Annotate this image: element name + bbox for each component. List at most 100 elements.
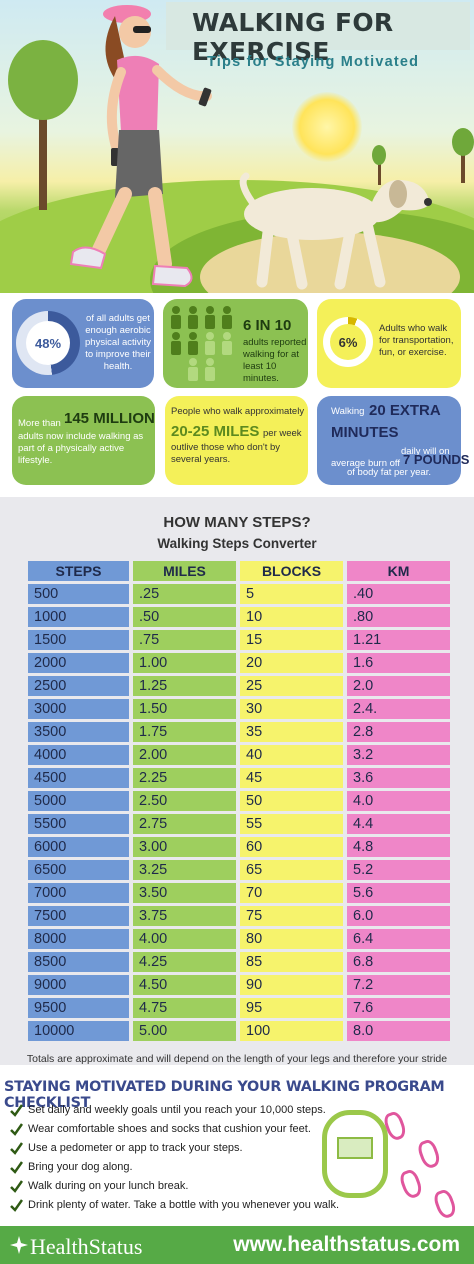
stat-text: adults reported walking for at least 10 … <box>243 337 307 384</box>
stat-post: of body fat per year. <box>347 467 431 478</box>
table-cell-miles: .50 <box>133 607 236 627</box>
table-cell-km: 4.8 <box>347 837 450 857</box>
table-cell-steps: 9500 <box>28 998 129 1018</box>
table-cell-km: 4.0 <box>347 791 450 811</box>
table-cell-miles: 3.00 <box>133 837 236 857</box>
table-cell-steps: 2000 <box>28 653 129 673</box>
stat-tile-20-25-miles: People who walk approximately 20-25 MILE… <box>165 396 308 485</box>
table-cell-miles: 1.50 <box>133 699 236 719</box>
checkmark-icon <box>10 1122 23 1136</box>
table-cell-blocks: 55 <box>240 814 343 834</box>
table-cell-miles: 2.75 <box>133 814 236 834</box>
column-header-steps: STEPS <box>28 561 129 581</box>
table-cell-miles: 4.50 <box>133 975 236 995</box>
table-cell-miles: 3.50 <box>133 883 236 903</box>
tree-icon <box>8 40 78 210</box>
table-cell-blocks: 70 <box>240 883 343 903</box>
table-cell-steps: 6000 <box>28 837 129 857</box>
table-cell-steps: 2500 <box>28 676 129 696</box>
table-cell-km: 5.6 <box>347 883 450 903</box>
table-cell-blocks: 30 <box>240 699 343 719</box>
stat-value: 6 IN 10 <box>243 317 292 334</box>
column-header-km: KM <box>347 561 450 581</box>
stat-mid: daily will on average burn off <box>331 446 450 469</box>
table-cell-steps: 5500 <box>28 814 129 834</box>
footer: HealthStatus www.healthstatus.com <box>0 1226 474 1264</box>
table-cell-km: 1.6 <box>347 653 450 673</box>
table-cell-km: 8.0 <box>347 1021 450 1041</box>
stat-text: outlive those who don't by several years… <box>171 442 281 465</box>
table-cell-miles: 1.25 <box>133 676 236 696</box>
column-header-blocks: BLOCKS <box>240 561 343 581</box>
table-cell-steps: 6500 <box>28 860 129 880</box>
table-cell-km: 2.0 <box>347 676 450 696</box>
table-cell-steps: 7000 <box>28 883 129 903</box>
page-subtitle: Tips for Staying Motivated <box>207 54 420 70</box>
checklist-title: STAYING MOTIVATED DURING YOUR WALKING PR… <box>4 1079 445 1111</box>
donut-chart-48: 48% <box>16 311 80 375</box>
table-cell-steps: 1500 <box>28 630 129 650</box>
table-cell-km: 6.4 <box>347 929 450 949</box>
table-cell-km: 5.2 <box>347 860 450 880</box>
table-cell-miles: 3.25 <box>133 860 236 880</box>
table-cell-miles: 1.75 <box>133 722 236 742</box>
stat-pre: More than <box>18 418 61 429</box>
table-cell-miles: .75 <box>133 630 236 650</box>
stat-value: 145 MILLION <box>64 410 155 427</box>
tree-icon <box>452 128 474 183</box>
converter-note: Totals are approximate and will depend o… <box>26 1053 448 1065</box>
table-cell-miles: 4.75 <box>133 998 236 1018</box>
table-cell-km: 3.2 <box>347 745 450 765</box>
footer-url[interactable]: www.healthstatus.com <box>233 1233 460 1256</box>
checklist-item: Walk during on your lunch break. <box>10 1178 188 1194</box>
table-cell-blocks: 80 <box>240 929 343 949</box>
table-cell-blocks: 10 <box>240 607 343 627</box>
table-cell-km: 6.8 <box>347 952 450 972</box>
footprint-icon <box>415 1137 443 1171</box>
table-cell-km: .40 <box>347 584 450 604</box>
checkmark-icon <box>10 1179 23 1193</box>
footer-logo: HealthStatus <box>30 1234 143 1259</box>
pedometer-icon <box>322 1110 388 1198</box>
table-cell-km: 2.8 <box>347 722 450 742</box>
stat-tile-adults-aerobic: 48% of all adults get enough aerobic phy… <box>12 299 154 388</box>
table-cell-blocks: 35 <box>240 722 343 742</box>
checklist-item: Bring your dog along. <box>10 1159 133 1175</box>
tree-icon <box>372 145 386 185</box>
stat-value: 48% <box>26 321 70 365</box>
table-cell-blocks: 60 <box>240 837 343 857</box>
table-cell-blocks: 95 <box>240 998 343 1018</box>
table-cell-steps: 500 <box>28 584 129 604</box>
table-cell-steps: 5000 <box>28 791 129 811</box>
table-cell-blocks: 75 <box>240 906 343 926</box>
stat-value-pounds: 7 POUNDS <box>403 452 470 467</box>
checklist-item: Set daily and weekly goals until you rea… <box>10 1102 326 1118</box>
table-cell-steps: 3000 <box>28 699 129 719</box>
table-cell-blocks: 40 <box>240 745 343 765</box>
table-cell-blocks: 100 <box>240 1021 343 1041</box>
table-cell-km: .80 <box>347 607 450 627</box>
stat-value-minutes: 20 EXTRA MINUTES <box>331 402 441 441</box>
stat-post: per week <box>263 428 302 439</box>
donut-chart-6: 6% <box>323 317 373 367</box>
table-cell-km: 4.4 <box>347 814 450 834</box>
checklist-item: Drink plenty of water. Take a bottle wit… <box>10 1197 339 1213</box>
table-cell-blocks: 65 <box>240 860 343 880</box>
table-cell-km: 7.2 <box>347 975 450 995</box>
sun-icon <box>292 92 362 162</box>
table-cell-miles: .25 <box>133 584 236 604</box>
table-cell-steps: 10000 <box>28 1021 129 1041</box>
title-banner <box>166 2 470 50</box>
people-icon <box>171 306 232 381</box>
table-cell-km: 2.4. <box>347 699 450 719</box>
table-cell-km: 6.0 <box>347 906 450 926</box>
table-cell-miles: 4.00 <box>133 929 236 949</box>
page-title: WALKING FOR EXERCISE <box>192 8 394 66</box>
table-cell-steps: 9000 <box>28 975 129 995</box>
table-cell-km: 1.21 <box>347 630 450 650</box>
table-cell-miles: 2.25 <box>133 768 236 788</box>
table-cell-blocks: 90 <box>240 975 343 995</box>
checkmark-icon <box>10 1103 23 1117</box>
checkmark-icon <box>10 1198 23 1212</box>
table-cell-miles: 2.50 <box>133 791 236 811</box>
